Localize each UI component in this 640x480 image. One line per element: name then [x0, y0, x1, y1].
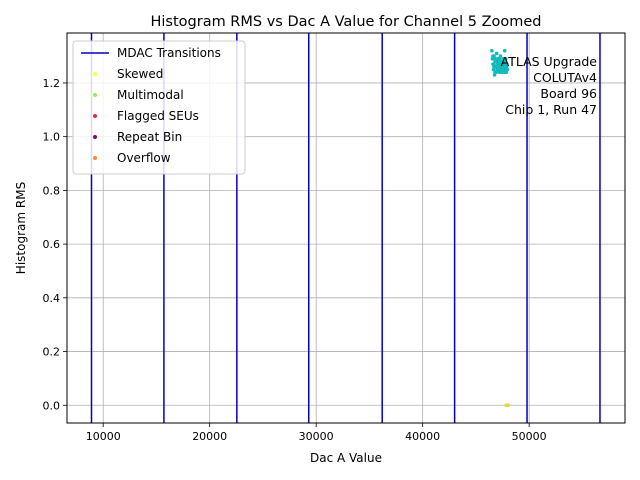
annotation-line: ATLAS Upgrade [501, 54, 598, 69]
legend-entry-label: MDAC Transitions [117, 46, 221, 60]
x-tick-label: 10000 [86, 430, 121, 443]
data-point [492, 65, 496, 69]
data-point [502, 62, 506, 66]
data-point [493, 56, 498, 61]
y-tick-label: 1.0 [43, 131, 61, 144]
data-point [498, 65, 503, 69]
data-point [502, 48, 507, 53]
x-tick-label: 40000 [405, 430, 440, 443]
annotation-line: Board 96 [540, 86, 597, 101]
data-point [504, 62, 509, 66]
data-point [496, 62, 501, 66]
data-point [494, 51, 499, 56]
legend-swatch [93, 156, 97, 160]
x-axis-ticks: 10000 20000 30000 40000 50000 [86, 423, 547, 443]
data-point [490, 48, 494, 53]
x-axis-label: Dac A Value [310, 451, 382, 465]
x-tick-label: 20000 [192, 430, 227, 443]
data-point [506, 403, 511, 408]
data-point [495, 67, 500, 72]
data-point [498, 67, 502, 72]
data-point [497, 56, 502, 61]
y-tick-label: 0.8 [43, 184, 61, 197]
y-tick-label: 0.6 [43, 238, 61, 251]
y-axis-label: Histogram RMS [14, 182, 28, 274]
data-point [501, 65, 506, 69]
legend-entry-label: Multimodal [117, 88, 184, 102]
chart-title: Histogram RMS vs Dac A Value for Channel… [150, 14, 541, 30]
data-point [505, 67, 510, 72]
data-point [491, 62, 496, 66]
legend-entry-label: Skewed [117, 67, 163, 81]
data-point [491, 67, 496, 72]
y-axis-ticks: 0.0 0.2 0.4 0.6 0.8 1.0 1.2 [43, 77, 67, 412]
legend-swatch [93, 72, 97, 76]
data-points [490, 48, 511, 408]
y-tick-label: 0.2 [43, 346, 61, 359]
data-point [502, 70, 507, 75]
legend-swatch [93, 135, 97, 139]
legend-box [72, 40, 246, 175]
legend-entry-label: Repeat Bin [117, 130, 182, 144]
legend-swatch [93, 93, 97, 97]
data-point [490, 56, 495, 61]
data-point [492, 73, 497, 77]
data-point [504, 65, 509, 69]
data-point [491, 54, 495, 58]
x-tick-label: 50000 [512, 430, 547, 443]
y-tick-label: 0.4 [43, 292, 61, 305]
data-point [499, 70, 504, 75]
annotation-line: COLUTAv4 [533, 70, 597, 85]
y-tick-label: 0.0 [43, 399, 61, 412]
plot-frame [66, 32, 626, 424]
legend-entry-label: Flagged SEUs [117, 109, 199, 123]
data-point [500, 59, 504, 64]
y-tick-label: 1.2 [43, 77, 61, 90]
legend-entry-label: Overflow [117, 151, 171, 165]
data-point [503, 56, 508, 61]
annotation-line: Chip 1, Run 47 [505, 102, 597, 117]
legend-swatch [93, 114, 97, 118]
data-point [502, 67, 506, 72]
data-point [495, 59, 500, 64]
legend: MDAC Transitions Skewed Multimodal Flagged … [72, 40, 246, 175]
x-tick-label: 30000 [299, 430, 334, 443]
data-point [493, 70, 497, 75]
